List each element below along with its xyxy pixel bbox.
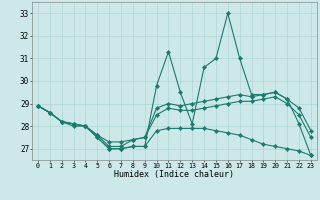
X-axis label: Humidex (Indice chaleur): Humidex (Indice chaleur) [115,170,234,179]
